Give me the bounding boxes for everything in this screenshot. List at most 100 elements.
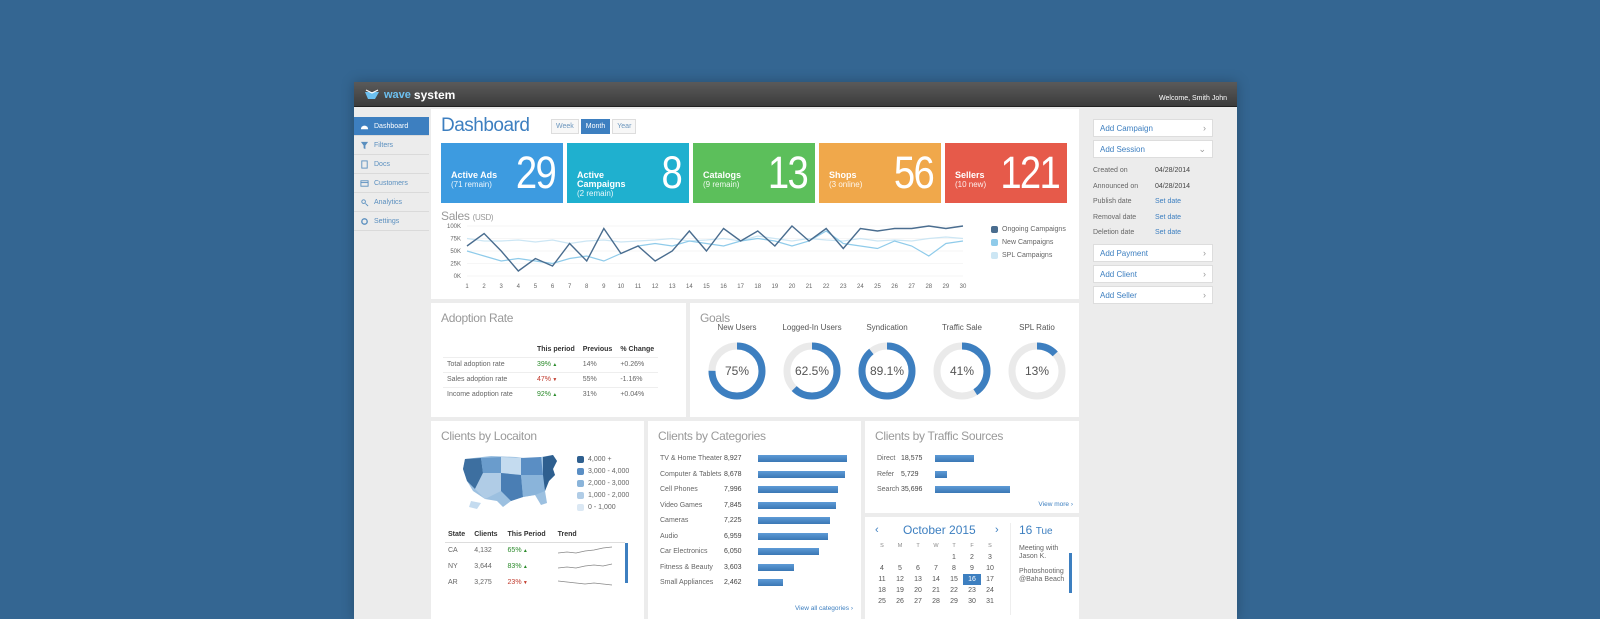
- goal-label: New Users: [717, 323, 757, 332]
- calendar-day[interactable]: 17: [986, 576, 994, 583]
- category-bar-row[interactable]: TV & Home Theater 8,927: [660, 451, 848, 466]
- traffic-title: Clients by Traffic Sources: [875, 429, 1004, 443]
- calendar-day[interactable]: 7: [934, 565, 938, 572]
- sidebar-item-docs[interactable]: Docs: [354, 155, 429, 174]
- sidebar-item-settings[interactable]: Settings: [354, 212, 429, 231]
- add-seller-button[interactable]: Add Seller ›: [1093, 286, 1213, 304]
- calendar-day[interactable]: 23: [968, 587, 976, 594]
- goal-traffic-sale: Traffic Sale 41%: [927, 323, 997, 401]
- calendar-day[interactable]: 6: [916, 565, 920, 572]
- calendar-day[interactable]: 13: [914, 576, 922, 583]
- category-bar-row[interactable]: Small Appliances 2,462: [660, 575, 783, 590]
- goal-ring: 75%: [707, 341, 767, 401]
- calendar-day[interactable]: 9: [970, 565, 974, 572]
- x-tick-label: 20: [789, 284, 796, 290]
- column-header[interactable]: Trend: [554, 527, 625, 543]
- calendar-event[interactable]: Photoshooting @Baha Beach: [1019, 568, 1065, 583]
- add-campaign-button[interactable]: Add Campaign ›: [1093, 119, 1213, 137]
- kpi-card-catalogs[interactable]: Catalogs (9 remain) 13: [693, 143, 815, 203]
- category-bar-row[interactable]: Fitness & Beauty 3,603: [660, 560, 795, 575]
- calendar-day[interactable]: 31: [986, 598, 994, 605]
- logo-system: system: [413, 88, 456, 102]
- calendar-day[interactable]: 26: [896, 598, 904, 605]
- calendar-day[interactable]: 30: [968, 598, 976, 605]
- prev-month-button[interactable]: ‹: [875, 524, 879, 536]
- sidebar-item-customers[interactable]: Customers: [354, 174, 429, 193]
- location-scrollbar[interactable]: [625, 543, 628, 583]
- category-bar-row[interactable]: Audio 6,959: [660, 529, 828, 544]
- period-week-button[interactable]: Week: [551, 119, 579, 134]
- traffic-bar-row[interactable]: Search 35,696: [877, 482, 1011, 497]
- calendar-day[interactable]: 14: [932, 576, 940, 583]
- calendar-day[interactable]: 27: [914, 598, 922, 605]
- goal-syndication: Syndication 89.1%: [852, 323, 922, 401]
- category-bar-row[interactable]: Cameras 7,225: [660, 513, 831, 528]
- calendar-day[interactable]: 1: [952, 554, 956, 561]
- legend-item[interactable]: New Campaigns: [991, 236, 1066, 249]
- category-bar-row[interactable]: Cell Phones 7,996: [660, 482, 838, 497]
- calendar-day[interactable]: 18: [878, 587, 886, 594]
- calendar-day[interactable]: 5: [898, 565, 902, 572]
- category-bar-row[interactable]: Video Games 7,845: [660, 498, 837, 513]
- calendar-day[interactable]: 12: [896, 576, 904, 583]
- calendar-day[interactable]: 24: [986, 587, 994, 594]
- kpi-card-active-campaigns[interactable]: Active Campaigns (2 remain) 8: [567, 143, 689, 203]
- legend-item[interactable]: Ongoing Campaigns: [991, 223, 1066, 236]
- legend-label: 1,000 - 2,000: [588, 491, 630, 499]
- calendar-day[interactable]: 19: [896, 587, 904, 594]
- calendar-day[interactable]: 16: [963, 574, 981, 585]
- column-header[interactable]: Clients: [471, 527, 505, 543]
- add-payment-button[interactable]: Add Payment ›: [1093, 244, 1213, 262]
- kpi-title: Active Campaigns: [577, 170, 626, 189]
- calendar-event[interactable]: Meeting with Jason K.: [1019, 545, 1059, 560]
- x-tick-label: 1: [465, 284, 469, 290]
- kpi-card-sellers[interactable]: Sellers (10 new) 121: [945, 143, 1067, 203]
- sidebar: Dashboard Filters Docs Customers Analytics Se…: [354, 117, 429, 231]
- calendar-day[interactable]: 2: [970, 554, 974, 561]
- calendar-day[interactable]: 25: [878, 598, 886, 605]
- category-bar: [758, 548, 819, 555]
- session-field-row: Deletion date Set date: [1093, 229, 1223, 236]
- period-month-button[interactable]: Month: [580, 119, 611, 134]
- calendar-day[interactable]: 3: [988, 554, 992, 561]
- logo[interactable]: wave system: [364, 88, 455, 102]
- view-more-link[interactable]: View more ›: [1038, 501, 1073, 508]
- x-tick-label: 9: [602, 284, 606, 290]
- category-bar-row[interactable]: Computer & Tablets 8,678: [660, 467, 845, 482]
- calendar-day[interactable]: 21: [932, 587, 940, 594]
- calendar-day[interactable]: 11: [878, 576, 886, 583]
- column-header[interactable]: State: [445, 527, 472, 543]
- view-all-categories-link[interactable]: View all categories ›: [794, 605, 853, 612]
- ring-progress: [708, 342, 766, 400]
- legend-item[interactable]: SPL Campaigns: [991, 249, 1066, 262]
- category-bar-row[interactable]: Car Electronics 6,050: [660, 544, 819, 559]
- calendar-day[interactable]: 22: [950, 587, 958, 594]
- calendar-day[interactable]: 15: [950, 576, 958, 583]
- kpi-card-shops[interactable]: Shops (3 online) 56: [819, 143, 941, 203]
- calendar-day[interactable]: 20: [914, 587, 922, 594]
- sidebar-item-filters[interactable]: Filters: [354, 136, 429, 155]
- sidebar-item-label: Dashboard: [374, 122, 409, 130]
- traffic-bar-row[interactable]: Direct 18,575: [877, 451, 975, 466]
- kpi-subtitle: (3 online): [829, 180, 863, 189]
- set-date-link[interactable]: Set date: [1155, 229, 1182, 236]
- calendar-day[interactable]: 28: [932, 598, 940, 605]
- add-session-button[interactable]: Add Session ⌄: [1093, 140, 1213, 158]
- calendar-day[interactable]: 10: [986, 565, 994, 572]
- field-label: Deletion date: [1093, 229, 1135, 236]
- category-value: 6,959: [724, 532, 742, 540]
- sidebar-item-dashboard[interactable]: Dashboard: [354, 117, 429, 136]
- set-date-link[interactable]: Set date: [1155, 213, 1182, 221]
- traffic-bar-row[interactable]: Refer 5,729: [877, 467, 948, 482]
- period-year-button[interactable]: Year: [612, 119, 637, 134]
- next-month-button[interactable]: ›: [995, 524, 999, 536]
- calendar-day[interactable]: 8: [952, 565, 956, 572]
- events-scrollbar[interactable]: [1069, 553, 1072, 593]
- set-date-link[interactable]: Set date: [1155, 198, 1182, 205]
- kpi-card-active-ads[interactable]: Active Ads (71 remain) 29: [441, 143, 563, 203]
- calendar-day[interactable]: 4: [880, 565, 884, 572]
- add-client-button[interactable]: Add Client ›: [1093, 265, 1213, 283]
- column-header[interactable]: This Period: [504, 527, 555, 543]
- calendar-day[interactable]: 29: [950, 598, 958, 605]
- sidebar-item-analytics[interactable]: Analytics: [354, 193, 429, 212]
